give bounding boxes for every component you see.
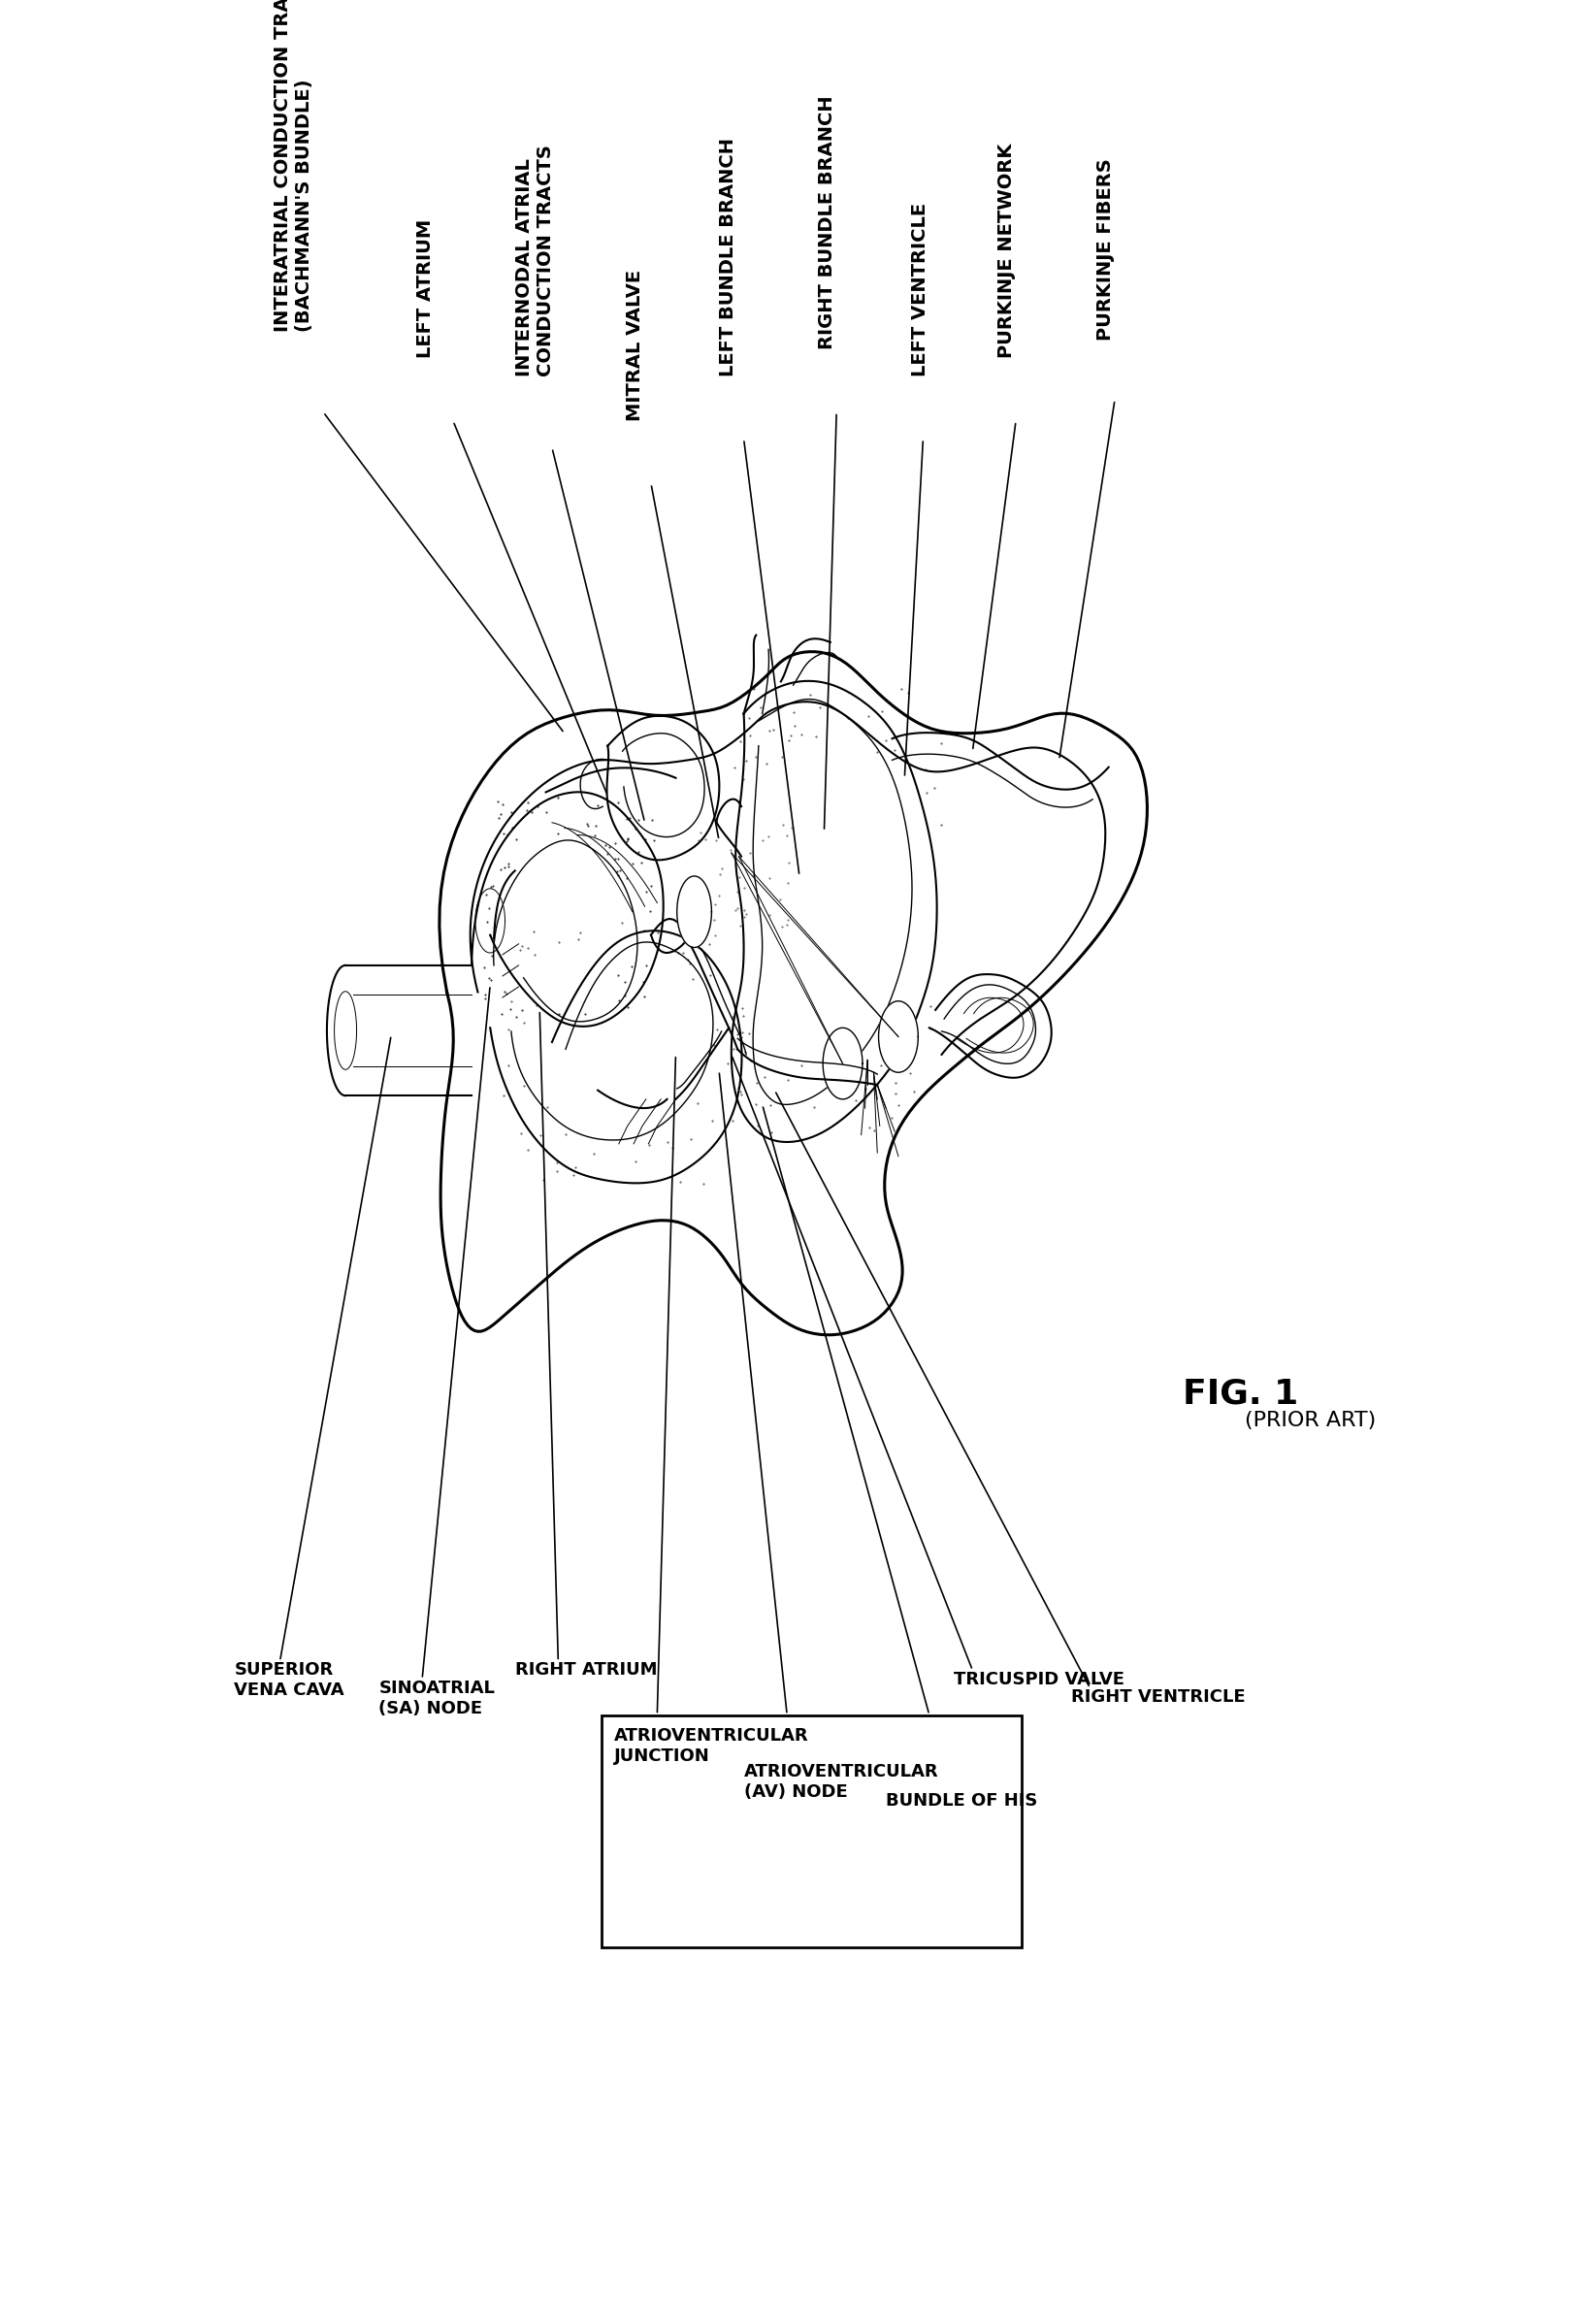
Text: BUNDLE OF HIS: BUNDLE OF HIS [886, 1792, 1037, 1808]
Text: FIG. 1: FIG. 1 [1183, 1377, 1299, 1409]
Text: RIGHT BUNDLE BRANCH: RIGHT BUNDLE BRANCH [819, 95, 836, 350]
Text: LEFT VENTRICLE: LEFT VENTRICLE [911, 202, 929, 376]
Polygon shape [878, 1001, 918, 1073]
Text: ATRIOVENTRICULAR
(AV) NODE: ATRIOVENTRICULAR (AV) NODE [744, 1764, 938, 1801]
Text: ATRIOVENTRICULAR
JUNCTION: ATRIOVENTRICULAR JUNCTION [614, 1727, 809, 1764]
Text: MITRAL VALVE: MITRAL VALVE [626, 269, 645, 422]
Text: PURKINJE FIBERS: PURKINJE FIBERS [1096, 158, 1114, 341]
Text: SINOATRIAL
(SA) NODE: SINOATRIAL (SA) NODE [378, 1678, 495, 1718]
Text: RIGHT ATRIUM: RIGHT ATRIUM [516, 1662, 658, 1678]
Text: INTERNODAL ATRIAL
CONDUCTION TRACTS: INTERNODAL ATRIAL CONDUCTION TRACTS [516, 144, 555, 376]
FancyBboxPatch shape [602, 1715, 1021, 1947]
Text: LEFT ATRIUM: LEFT ATRIUM [417, 220, 434, 359]
Text: PURKINJE NETWORK: PURKINJE NETWORK [998, 144, 1015, 359]
Text: SUPERIOR
VENA CAVA: SUPERIOR VENA CAVA [235, 1662, 345, 1699]
Text: RIGHT VENTRICLE: RIGHT VENTRICLE [1071, 1688, 1246, 1706]
Polygon shape [677, 876, 712, 948]
Polygon shape [824, 1027, 862, 1099]
Text: (PRIOR ART): (PRIOR ART) [1245, 1412, 1376, 1430]
Text: INTERATRIAL CONDUCTION TRACT
(BACHMANN'S BUNDLE): INTERATRIAL CONDUCTION TRACT (BACHMANN'S… [275, 0, 313, 331]
Text: TRICUSPID VALVE: TRICUSPID VALVE [954, 1671, 1125, 1688]
Text: LEFT BUNDLE BRANCH: LEFT BUNDLE BRANCH [718, 137, 737, 376]
